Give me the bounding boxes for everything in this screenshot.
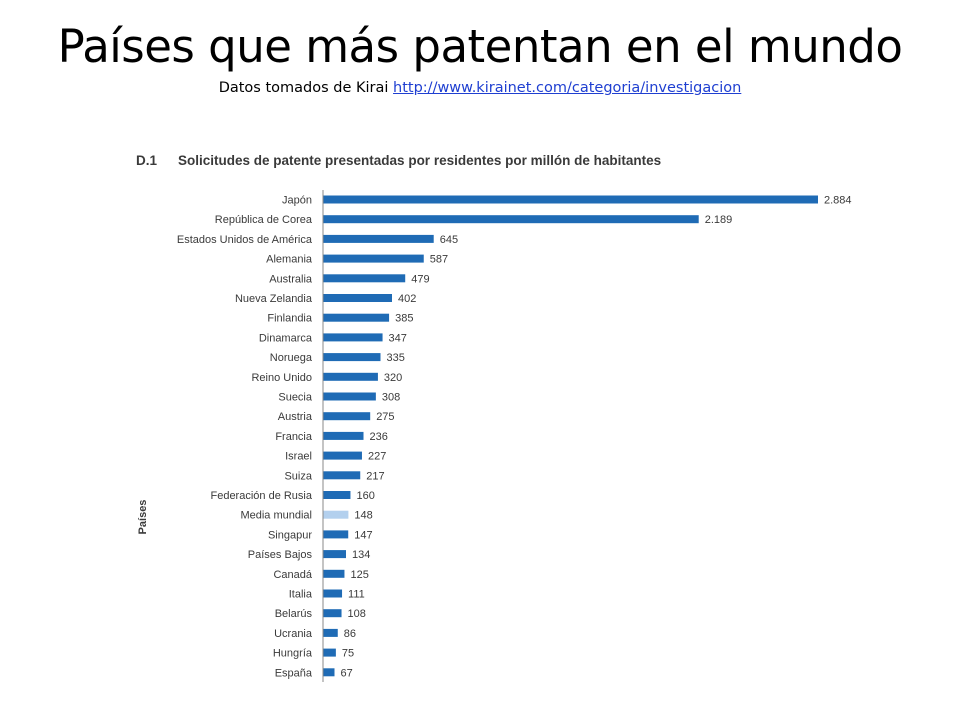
value-label-suiza: 217 (366, 470, 384, 482)
category-label-espana: España (275, 667, 313, 679)
value-label-reino-unido: 320 (384, 372, 402, 384)
chart-title: Solicitudes de patente presentadas por r… (178, 153, 662, 168)
value-label-suecia: 308 (382, 392, 400, 404)
category-label-hungria: Hungría (273, 648, 313, 660)
chart-number: D.1 (136, 153, 158, 168)
bar-ucrania (323, 628, 338, 637)
category-label-republica-de-corea: República de Corea (215, 214, 313, 226)
bar-media-mundial (323, 510, 349, 519)
value-label-estados-unidos-de-america: 645 (440, 234, 458, 246)
bar-israel (323, 451, 362, 460)
bar-francia (323, 431, 364, 440)
bars-group: Japón 2.884 República de Corea 2.189 Estados… (177, 195, 852, 680)
value-label-italia: 111 (348, 589, 365, 601)
bar-canada (323, 569, 345, 578)
category-label-alemania: Alemania (266, 254, 313, 266)
category-label-dinamarca: Dinamarca (259, 332, 313, 344)
bar-nueva-zelandia (323, 294, 392, 302)
bar-federacion-de-rusia (323, 491, 351, 499)
value-label-media-mundial: 148 (354, 510, 372, 522)
category-label-belarus: Belarús (275, 608, 313, 620)
bar-alemania (323, 254, 424, 263)
bar-finlandia (323, 313, 390, 322)
category-label-singapur: Singapur (268, 529, 312, 541)
bar-suiza (323, 471, 361, 480)
category-label-italia: Italia (289, 589, 313, 601)
bar-australia (323, 274, 406, 283)
category-label-nueva-zelandia: Nueva Zelandia (235, 293, 313, 305)
bar-reino-unido (323, 372, 378, 381)
slide-title: Países que más patentan en el mundo (57, 20, 903, 73)
value-label-republica-de-corea: 2.189 (705, 214, 733, 226)
value-label-austria: 275 (376, 411, 394, 423)
bar-belarus (323, 609, 342, 618)
category-label-canada: Canadá (273, 569, 312, 581)
value-label-finlandia: 385 (395, 313, 413, 325)
y-axis-label: Países (137, 500, 149, 535)
bar-japon (323, 195, 818, 204)
category-label-suecia: Suecia (278, 392, 313, 404)
category-label-reino-unido: Reino Unido (251, 372, 312, 384)
category-label-suiza: Suiza (284, 470, 312, 482)
value-label-australia: 479 (411, 273, 429, 285)
slide-subtitle: Datos tomados de Kirai http://www.kirain… (0, 79, 960, 97)
chart-heading: D.1 Solicitudes de patente presentadas po… (136, 153, 836, 168)
value-label-canada: 125 (350, 569, 368, 581)
category-label-francia: Francia (275, 431, 313, 443)
value-label-nueva-zelandia: 402 (398, 293, 416, 305)
value-label-japon: 2.884 (824, 195, 852, 207)
category-label-estados-unidos-de-america: Estados Unidos de América (177, 234, 313, 246)
value-label-dinamarca: 347 (389, 332, 407, 344)
value-label-espana: 67 (340, 667, 352, 679)
value-label-francia: 236 (370, 431, 388, 443)
value-label-alemania: 587 (430, 254, 448, 266)
bar-dinamarca (323, 333, 383, 342)
bar-estados-unidos-de-america (323, 234, 434, 243)
category-label-media-mundial: Media mundial (240, 510, 312, 522)
category-label-japon: Japón (282, 195, 312, 207)
source-text: Datos tomados de Kirai (218, 80, 389, 96)
bar-austria (323, 412, 371, 421)
bar-noruega (323, 353, 381, 362)
bar-suecia (323, 392, 376, 401)
bar-hungria (323, 648, 336, 657)
value-label-israel: 227 (368, 451, 386, 463)
category-label-paises-bajos: Países Bajos (248, 549, 313, 561)
category-label-noruega: Noruega (270, 352, 313, 364)
value-label-ucrania: 86 (344, 628, 356, 640)
source-link[interactable]: http://www.kirainet.com/categoria/invest… (393, 80, 742, 96)
category-label-federacion-de-rusia: Federación de Rusia (210, 490, 312, 502)
bar-republica-de-corea (323, 215, 699, 224)
category-label-ucrania: Ucrania (274, 628, 313, 640)
value-label-hungria: 75 (342, 648, 354, 660)
bar-espana (323, 668, 335, 677)
category-label-austria: Austria (278, 411, 313, 423)
value-label-belarus: 108 (348, 608, 366, 620)
category-label-israel: Israel (285, 451, 312, 463)
value-label-singapur: 147 (354, 529, 372, 541)
bar-singapur (323, 530, 349, 539)
category-label-finlandia: Finlandia (267, 313, 313, 325)
value-label-paises-bajos: 134 (352, 549, 370, 561)
value-label-noruega: 335 (386, 352, 404, 364)
category-label-australia: Australia (269, 273, 313, 285)
bar-paises-bajos (323, 550, 346, 559)
bar-italia (323, 589, 343, 598)
value-label-federacion-de-rusia: 160 (356, 490, 374, 502)
